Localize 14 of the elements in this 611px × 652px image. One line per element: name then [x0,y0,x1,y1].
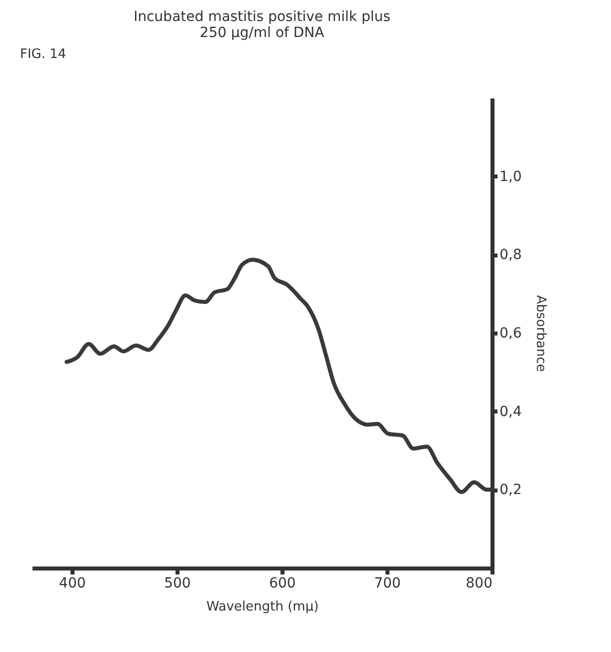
y-tick-label: 0,6 [500,326,522,342]
y-tick-label: 1,0 [500,168,522,185]
y-tick-label: 0,4 [500,404,522,420]
x-tick-label: 600 [269,576,296,592]
x-tick-label: 800 [466,576,492,592]
x-axis-title: Wavelength (mµ) [206,600,319,614]
y-axis-title: Absorbance [532,295,548,372]
x-tick-label: 400 [59,576,86,592]
chart-title: Incubated mastitis positive milk plus 250 µg/ml of DNA [134,9,390,41]
y-tick-label: 0,2 [500,482,522,498]
x-tick-label: 700 [374,576,401,592]
caption: FIG. 14 [20,47,66,62]
y-tick-label: 0,8 [500,247,522,264]
x-tick-label: 500 [164,576,191,592]
